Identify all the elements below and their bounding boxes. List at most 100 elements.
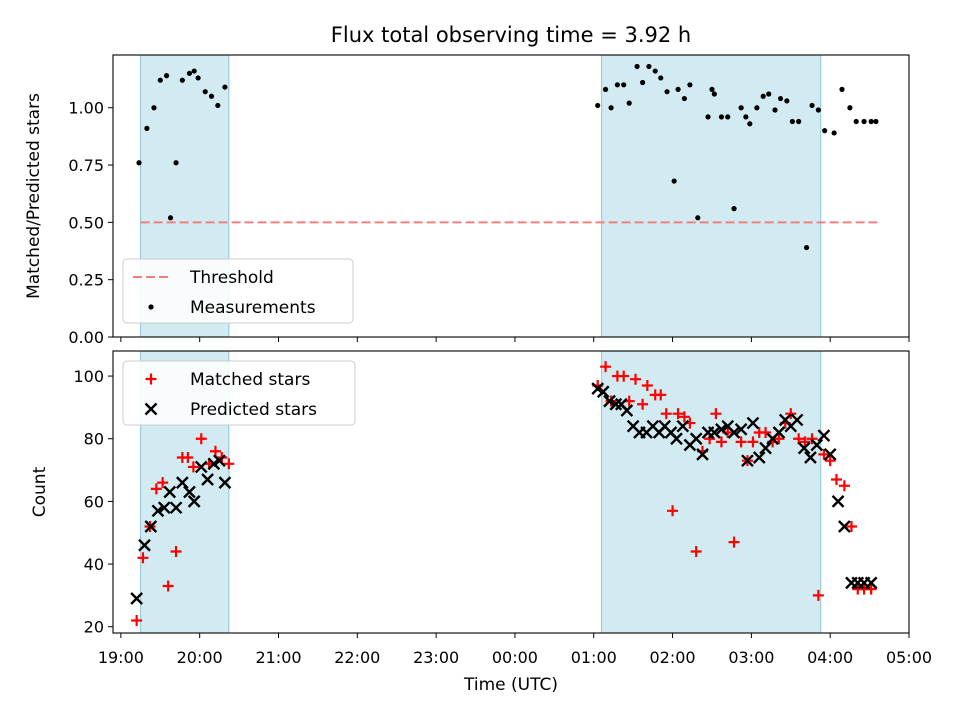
predicted-star-point [213,454,226,468]
measurement-point [222,84,228,90]
predicted-star-point [620,404,634,417]
predicted-star-point [130,592,143,605]
measurement-point [725,114,731,120]
observing-window-shade [601,350,822,634]
predicted-star-point [772,426,786,439]
matched-star-point [773,433,785,445]
x-axis-label: Time (UTC) [463,675,558,695]
predicted-star-point [596,385,610,399]
x-tick-label: 02:00 [650,648,696,667]
legend-measurement-swatch [148,304,154,310]
axes-frame [112,54,910,338]
matched-star-point [630,373,642,385]
measurement-point [777,95,784,102]
matched-star-point [667,505,679,517]
predicted-star-point [603,394,616,408]
matched-star-point [618,370,630,382]
x-tick-label: 21:00 [255,648,301,667]
legend-box [122,360,356,426]
matched-star-point [728,536,740,548]
measurement-point [772,107,778,113]
measurement-point [718,114,725,120]
matched-star-point [187,461,199,473]
predicted-star-point [194,460,208,474]
measurement-point [136,160,142,166]
measurement-point [738,105,744,111]
measurement-point [163,73,170,79]
observing-window-shade [601,54,822,338]
predicted-star-point [804,451,817,464]
measurement-point [711,91,717,97]
matched-star-point [678,411,690,423]
y-tick-label: 60 [84,492,104,511]
ratio-panel: 0.00 0.25 0.50 0.75 1.00 Matched/Predicted st… [24,54,910,347]
measurement-point [796,118,802,125]
measurement-point [868,118,874,125]
measurement-point [186,70,193,76]
x-tick-label: 22:00 [334,648,380,667]
measurement-point [167,215,174,221]
measurement-point [151,105,157,111]
measurement-point [847,105,853,111]
predicted-star-point [797,441,811,455]
x-tick-label: 00:00 [492,648,538,667]
x-tick-label: 04:00 [807,648,853,667]
predicted-star-point [689,432,703,446]
measurement-point [640,79,646,86]
matched-star-point [799,436,811,448]
measurement-point [602,86,609,92]
predicted-star-point [715,422,728,436]
x-tick-label: 23:00 [413,648,459,667]
matched-star-point [715,436,727,448]
measurement-point [822,128,828,134]
matched-star-point [600,361,612,373]
predicted-star-point [838,520,851,533]
measurement-point [202,89,208,95]
predicted-star-point [201,473,214,486]
legend-label: Predicted stars [190,400,317,420]
predicted-star-point [144,520,158,533]
matched-star-point [170,546,182,558]
predicted-star-point [138,538,151,552]
legend-label: Matched stars [190,370,310,390]
matched-star-point [690,546,702,558]
measurement-point [766,91,772,97]
measurement-point [675,86,681,92]
measurement-point [195,75,201,81]
x-tick-label: 01:00 [571,648,617,667]
plot-area [130,361,878,626]
matched-star-point [672,408,684,420]
predicted-star-point [670,432,683,446]
measurement-point [179,77,185,83]
measurement-point [861,118,867,125]
matched-star-point [157,477,169,489]
y-tick-label: 20 [84,618,104,637]
measurement-point [664,89,670,95]
matched-star-point [150,483,162,495]
matched-star-point [195,433,207,445]
measurement-point [608,105,614,111]
measurement-point [191,68,197,74]
matched-star-point [637,398,649,410]
measurement-point [809,102,815,109]
y-axis-label: Matched/Predicted stars [24,93,44,299]
measurement-point [652,68,658,74]
measurement-point [621,82,627,88]
measurement-point [760,93,766,99]
predicted-star-point [727,426,741,439]
legend-box [122,258,354,324]
matched-star-point [865,583,877,595]
measurement-point [681,95,687,102]
predicted-star-point [187,495,201,508]
predicted-star-point [817,429,831,442]
matched-star-point [760,426,772,438]
measurement-point [215,102,221,109]
y-tick-label: 80 [84,430,104,449]
legend-label: Measurements [190,298,316,318]
predicted-star-point [157,501,171,515]
predicted-star-point [759,441,772,455]
measurement-point [671,178,677,184]
measurement-point [784,98,790,104]
measurement-point [626,100,632,106]
x-tick-label: 03:00 [728,648,774,667]
